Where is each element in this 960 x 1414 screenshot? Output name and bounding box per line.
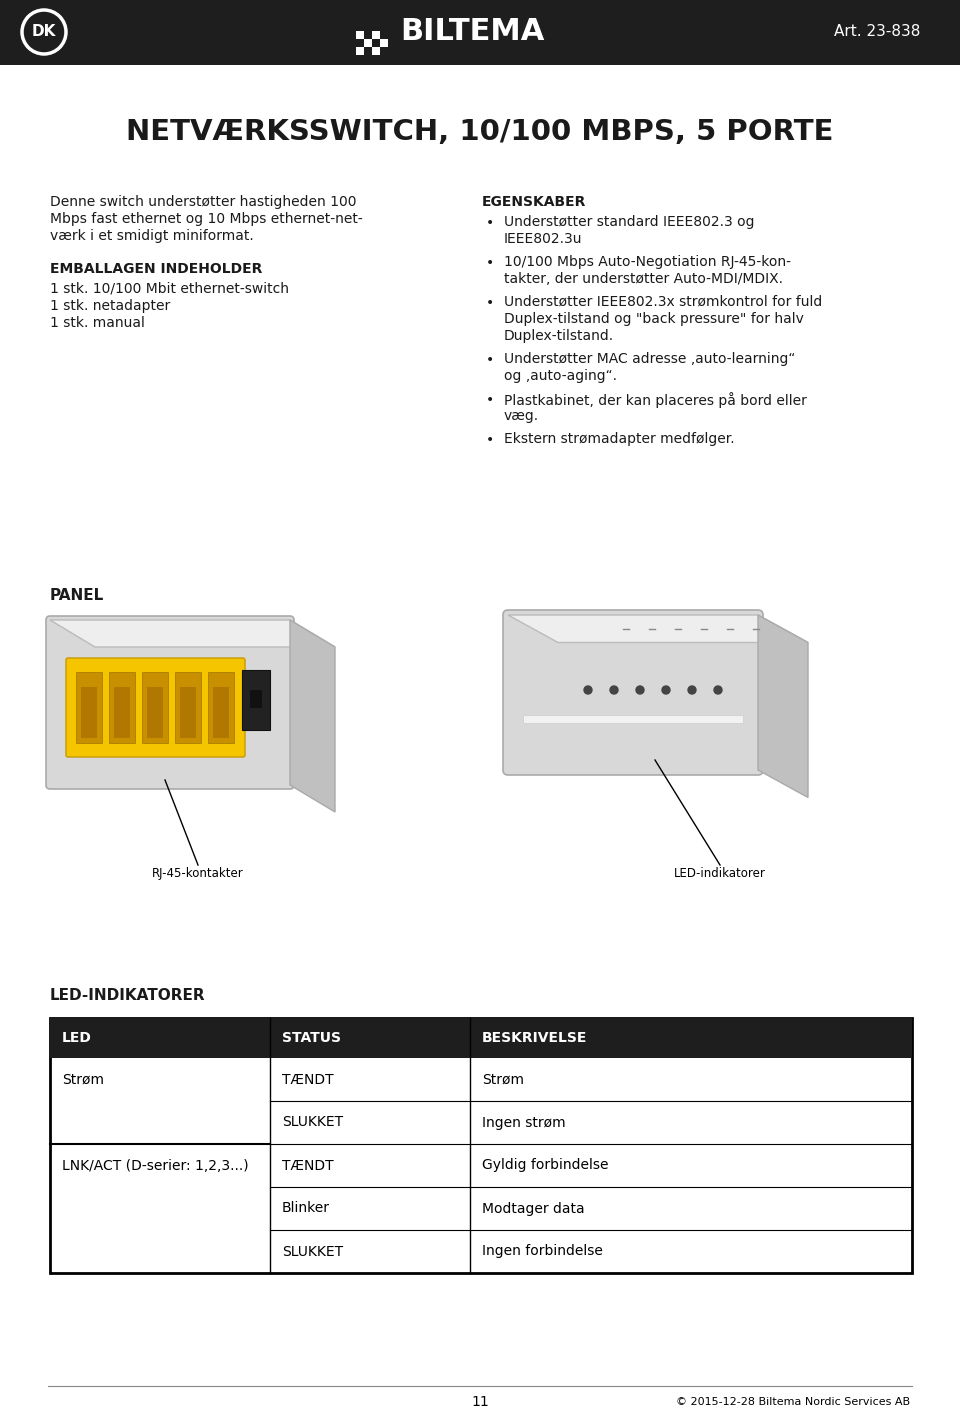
Text: IEEE802.3u: IEEE802.3u bbox=[504, 232, 583, 246]
Text: Ingen strøm: Ingen strøm bbox=[482, 1116, 565, 1130]
Polygon shape bbox=[508, 615, 808, 642]
Bar bbox=[356, 40, 364, 47]
Bar bbox=[50, 1018, 912, 1058]
Text: takter, der understøtter Auto-MDI/MDIX.: takter, der understøtter Auto-MDI/MDIX. bbox=[504, 271, 783, 286]
Bar bbox=[372, 47, 380, 55]
Text: Understøtter MAC adresse ‚auto-learning“: Understøtter MAC adresse ‚auto-learning“ bbox=[504, 352, 796, 366]
Text: •: • bbox=[486, 296, 494, 310]
Bar bbox=[250, 690, 262, 708]
Text: LED: LED bbox=[62, 1031, 92, 1045]
Text: STATUS: STATUS bbox=[282, 1031, 341, 1045]
Text: Understøtter IEEE802.3x strømkontrol for fuld: Understøtter IEEE802.3x strømkontrol for… bbox=[504, 296, 823, 310]
Bar bbox=[380, 40, 388, 47]
FancyBboxPatch shape bbox=[503, 609, 763, 775]
Text: TÆNDT: TÆNDT bbox=[282, 1072, 334, 1086]
Text: væg.: væg. bbox=[504, 409, 540, 423]
Text: værk i et smidigt miniformat.: værk i et smidigt miniformat. bbox=[50, 229, 253, 243]
Circle shape bbox=[662, 686, 670, 694]
Text: •: • bbox=[486, 433, 494, 447]
Text: PANEL: PANEL bbox=[50, 588, 105, 602]
Text: EGENSKABER: EGENSKABER bbox=[482, 195, 587, 209]
Text: SLUKKET: SLUKKET bbox=[282, 1116, 343, 1130]
Bar bbox=[372, 40, 380, 47]
Text: TÆNDT: TÆNDT bbox=[282, 1158, 334, 1172]
Bar bbox=[109, 672, 135, 742]
Text: 11: 11 bbox=[471, 1396, 489, 1408]
Text: Ingen forbindelse: Ingen forbindelse bbox=[482, 1244, 603, 1258]
Text: 1 stk. manual: 1 stk. manual bbox=[50, 315, 145, 329]
Text: og ‚auto-aging“.: og ‚auto-aging“. bbox=[504, 369, 617, 383]
Text: Mbps fast ethernet og 10 Mbps ethernet-net-: Mbps fast ethernet og 10 Mbps ethernet-n… bbox=[50, 212, 363, 226]
Text: 1 stk. netadapter: 1 stk. netadapter bbox=[50, 298, 170, 312]
Bar bbox=[50, 1018, 912, 1273]
Bar bbox=[114, 687, 130, 738]
Bar bbox=[0, 0, 960, 65]
Text: Art. 23-838: Art. 23-838 bbox=[833, 24, 920, 40]
Text: EMBALLAGEN INDEHOLDER: EMBALLAGEN INDEHOLDER bbox=[50, 262, 262, 276]
Bar bbox=[208, 672, 234, 742]
Text: © 2015-12-28 Biltema Nordic Services AB: © 2015-12-28 Biltema Nordic Services AB bbox=[676, 1397, 910, 1407]
Text: SLUKKET: SLUKKET bbox=[282, 1244, 343, 1258]
Bar bbox=[356, 47, 364, 55]
FancyBboxPatch shape bbox=[46, 617, 294, 789]
Bar bbox=[175, 672, 201, 742]
Bar bbox=[142, 672, 168, 742]
Bar bbox=[356, 31, 364, 40]
Bar bbox=[76, 672, 102, 742]
Text: DK: DK bbox=[32, 24, 57, 40]
Bar bbox=[372, 31, 380, 40]
Circle shape bbox=[688, 686, 696, 694]
Bar bbox=[364, 31, 372, 40]
Text: Understøtter standard IEEE802.3 og: Understøtter standard IEEE802.3 og bbox=[504, 215, 755, 229]
Text: LNK/ACT (D-serier: 1,2,3...): LNK/ACT (D-serier: 1,2,3...) bbox=[62, 1158, 249, 1172]
Circle shape bbox=[584, 686, 592, 694]
Bar bbox=[364, 40, 372, 47]
Text: Plastkabinet, der kan placeres på bord eller: Plastkabinet, der kan placeres på bord e… bbox=[504, 392, 806, 409]
Bar bbox=[242, 670, 270, 730]
Circle shape bbox=[610, 686, 618, 694]
Bar bbox=[380, 47, 388, 55]
Text: •: • bbox=[486, 393, 494, 407]
Bar bbox=[380, 31, 388, 40]
Polygon shape bbox=[758, 615, 808, 797]
Circle shape bbox=[636, 686, 644, 694]
Text: Gyldig forbindelse: Gyldig forbindelse bbox=[482, 1158, 609, 1172]
Circle shape bbox=[714, 686, 722, 694]
Text: Blinker: Blinker bbox=[282, 1202, 330, 1216]
Bar bbox=[213, 687, 229, 738]
Bar bbox=[364, 47, 372, 55]
Text: •: • bbox=[486, 256, 494, 270]
Text: Modtager data: Modtager data bbox=[482, 1202, 585, 1216]
Text: 1 stk. 10/100 Mbit ethernet-switch: 1 stk. 10/100 Mbit ethernet-switch bbox=[50, 281, 289, 296]
Text: Ekstern strømadapter medfølger.: Ekstern strømadapter medfølger. bbox=[504, 433, 734, 445]
Bar bbox=[81, 687, 97, 738]
Bar bbox=[147, 687, 163, 738]
Text: Denne switch understøtter hastigheden 100: Denne switch understøtter hastigheden 10… bbox=[50, 195, 356, 209]
Text: Duplex-tilstand og "back pressure" for halv: Duplex-tilstand og "back pressure" for h… bbox=[504, 312, 804, 327]
Text: •: • bbox=[486, 216, 494, 230]
Text: Duplex-tilstand.: Duplex-tilstand. bbox=[504, 329, 614, 344]
Text: BESKRIVELSE: BESKRIVELSE bbox=[482, 1031, 588, 1045]
Text: Strøm: Strøm bbox=[482, 1072, 524, 1086]
Polygon shape bbox=[290, 619, 335, 812]
Bar bbox=[523, 715, 743, 723]
Text: 10/100 Mbps Auto-Negotiation RJ-45-kon-: 10/100 Mbps Auto-Negotiation RJ-45-kon- bbox=[504, 255, 791, 269]
Text: NETVÆRKSSWITCH, 10/100 MBPS, 5 PORTE: NETVÆRKSSWITCH, 10/100 MBPS, 5 PORTE bbox=[127, 117, 833, 146]
FancyBboxPatch shape bbox=[66, 658, 245, 756]
Text: BILTEMA: BILTEMA bbox=[400, 17, 544, 47]
Text: •: • bbox=[486, 354, 494, 368]
Text: Strøm: Strøm bbox=[62, 1072, 104, 1086]
Text: LED-indikatorer: LED-indikatorer bbox=[674, 867, 766, 880]
Bar bbox=[180, 687, 196, 738]
Text: RJ-45-kontakter: RJ-45-kontakter bbox=[152, 867, 244, 880]
Polygon shape bbox=[50, 619, 335, 648]
Text: LED-INDIKATORER: LED-INDIKATORER bbox=[50, 988, 205, 1003]
